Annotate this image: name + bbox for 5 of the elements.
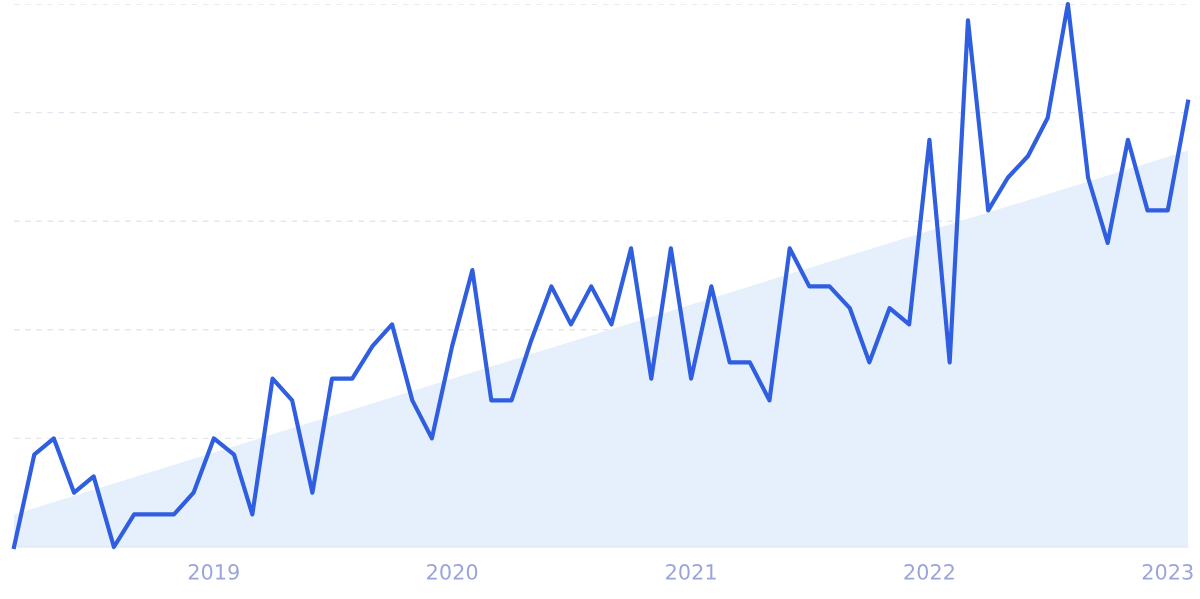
x-tick-label: 2021: [666, 564, 716, 580]
x-tick-label: 2020: [427, 564, 478, 580]
x-tick-label: 2019: [188, 564, 239, 580]
x-tick-label: 2023: [1142, 564, 1193, 580]
x-tick-label: 2022: [904, 564, 954, 580]
